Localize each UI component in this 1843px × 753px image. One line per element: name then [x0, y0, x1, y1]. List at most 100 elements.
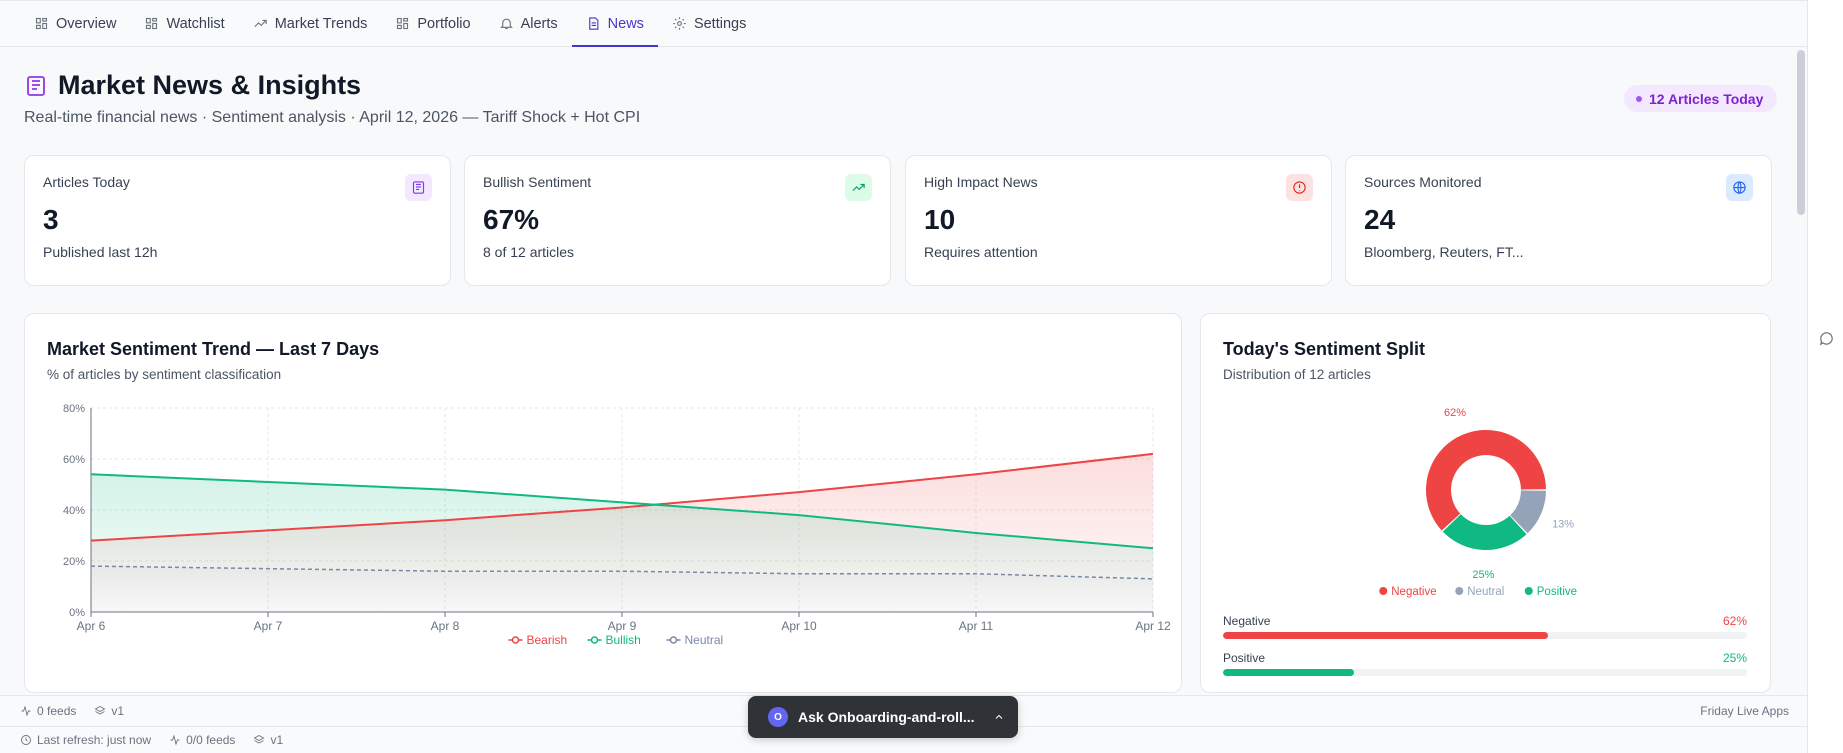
bar-header: Negative 62%	[1223, 614, 1747, 628]
feeds-ratio: 0/0 feeds	[186, 733, 236, 747]
legend-label: Neutral	[685, 633, 724, 647]
stat-sub: Bloomberg, Reuters, FT...	[1364, 244, 1524, 260]
version-status: v1	[94, 704, 124, 718]
assistant-avatar: O	[768, 707, 788, 727]
stat-icon-wrap	[1726, 174, 1753, 201]
stat-value: 10	[924, 204, 956, 235]
clock-icon	[21, 735, 31, 745]
slice-label: 13%	[1552, 518, 1574, 530]
stat-sub: 8 of 12 articles	[483, 244, 575, 260]
tab-portfolio[interactable]: Portfolio	[381, 1, 484, 46]
slice-positive[interactable]	[1442, 514, 1527, 550]
stat-card-high-impact-news: High Impact News 10 Requires attention	[905, 155, 1332, 286]
stat-label: High Impact News	[924, 174, 1038, 190]
layers-icon	[254, 734, 265, 744]
sentiment-split-card: Today's Sentiment Split Distribution of …	[1200, 313, 1771, 693]
brand-label: Friday Live Apps	[1700, 704, 1789, 718]
legend-dot	[1455, 587, 1464, 595]
stat-card-sources-monitored: Sources Monitored 24 Bloomberg, Reuters, F…	[1345, 155, 1772, 286]
legend-item-neutral[interactable]: Neutral	[666, 633, 724, 647]
tab-label: News	[607, 15, 644, 32]
assistant-label: Ask Onboarding-and-roll...	[798, 709, 975, 725]
sentiment-bars: Negative 62% Positive 25%	[1223, 614, 1747, 688]
version-status-2: v1	[253, 733, 283, 747]
bar-fill	[1223, 669, 1354, 676]
line-neutral	[90, 565, 1154, 580]
x-tick-label: Apr 9	[608, 619, 637, 633]
stat-value: 3	[43, 204, 59, 235]
chevron-up-icon[interactable]	[993, 711, 1005, 723]
stat-icon-wrap	[1286, 174, 1313, 201]
legend-marker	[590, 636, 599, 644]
bar-pct: 62%	[1722, 614, 1747, 628]
line-bearish	[90, 452, 1154, 542]
y-tick-label: 60%	[63, 454, 85, 466]
bar-positive: Positive 25%	[1223, 651, 1747, 676]
sentiment-trend-card: Market Sentiment Trend — Last 7 Days % o…	[24, 313, 1182, 693]
stat-value: 67%	[483, 204, 540, 235]
stat-icon-wrap	[845, 174, 872, 201]
y-tick-label: 20%	[63, 556, 85, 568]
tab-label: Overview	[56, 15, 117, 32]
version-label: v1	[111, 704, 125, 718]
document-icon	[588, 17, 599, 30]
stat-value: 24	[1364, 204, 1396, 235]
globe-icon	[1733, 181, 1746, 194]
bar-track	[1223, 632, 1747, 639]
bar-fill	[1223, 632, 1548, 639]
legend-item-bearish[interactable]: Bearish	[508, 633, 568, 647]
stat-label: Articles Today	[43, 174, 130, 190]
legend-label: Bearish	[527, 633, 568, 647]
layers-icon	[94, 705, 106, 715]
stat-sub: Published last 12h	[43, 244, 158, 260]
tab-watchlist[interactable]: Watchlist	[130, 1, 238, 46]
tab-label: Alerts	[520, 15, 558, 32]
version-label-2: v1	[270, 733, 284, 747]
donut-legend-negative[interactable]: Negative	[1379, 586, 1437, 598]
legend-item-bullish[interactable]: Bullish	[587, 633, 641, 647]
scrollbar-thumb[interactable]	[1797, 50, 1805, 215]
donut-legend-positive[interactable]: Positive	[1524, 586, 1577, 598]
legend-dot	[1524, 587, 1533, 595]
chat-icon[interactable]	[1818, 330, 1835, 347]
feeds-status: 0 feeds	[20, 704, 76, 718]
bar-header: Positive 25%	[1223, 651, 1747, 665]
sentiment-donut-chart: 62% 13% 25% Negative Neutral Positive	[1379, 407, 1577, 598]
stat-card-articles-today: Articles Today 3 Published last 12h	[24, 155, 451, 286]
slice-neutral[interactable]	[1510, 490, 1546, 534]
sentiment-trend-chart: 0% 20% 40% 60% 80% Apr 6 Apr 7 Apr 8 Apr 9 Apr 10…	[63, 403, 1171, 647]
line-bullish	[90, 473, 1154, 550]
donut-legend-neutral[interactable]: Neutral	[1455, 586, 1504, 598]
page-subtitle: Real-time financial news · Sentiment ana…	[24, 109, 641, 126]
legend-label: Negative	[1391, 586, 1436, 598]
bar-label: Negative	[1223, 614, 1271, 628]
trend-card-desc: % of articles by sentiment classificatio…	[47, 367, 282, 382]
slice-negative[interactable]	[1426, 429, 1546, 531]
y-tick-label: 80%	[63, 403, 85, 415]
trend-icon	[254, 19, 267, 28]
split-card-title: Today's Sentiment Split	[1223, 339, 1425, 359]
x-tick-label: Apr 6	[77, 619, 106, 633]
slice-label: 25%	[1472, 569, 1494, 581]
scrollbar[interactable]	[1795, 48, 1807, 693]
y-tick-label: 0%	[69, 607, 85, 619]
trend-card-title: Market Sentiment Trend — Last 7 Days	[47, 339, 380, 359]
legend-dot	[1379, 587, 1388, 595]
tab-news[interactable]: News	[571, 1, 659, 47]
stat-card-bullish-sentiment: Bullish Sentiment 67% 8 of 12 articles	[464, 155, 891, 286]
tab-overview[interactable]: Overview	[20, 1, 130, 46]
tab-alerts[interactable]: Alerts	[485, 1, 572, 46]
legend-label: Bullish	[606, 633, 641, 647]
x-tick-label: Apr 7	[254, 619, 283, 633]
bar-track	[1223, 669, 1747, 676]
assistant-button[interactable]: O Ask Onboarding-and-roll...	[748, 696, 1018, 738]
newspaper-icon	[412, 181, 425, 194]
tab-label: Watchlist	[166, 15, 225, 32]
tab-market-trends[interactable]: Market Trends	[239, 1, 382, 46]
tab-settings[interactable]: Settings	[658, 1, 760, 46]
grid-icon	[35, 17, 48, 30]
gear-icon	[673, 17, 686, 30]
newspaper-icon	[27, 75, 45, 96]
legend-marker	[511, 636, 520, 644]
x-tick-label: Apr 8	[431, 619, 460, 633]
